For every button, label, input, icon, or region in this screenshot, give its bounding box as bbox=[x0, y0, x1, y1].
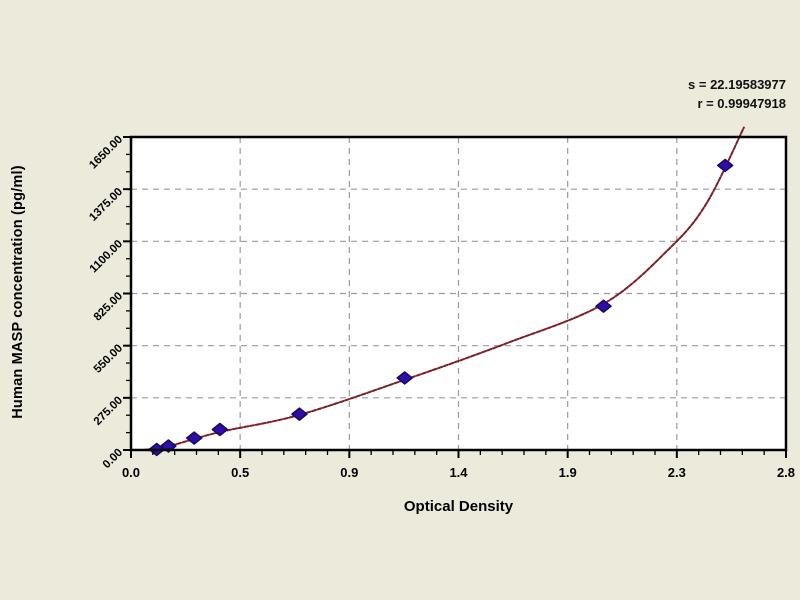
fit-r-value: r = 0.99947918 bbox=[697, 95, 786, 111]
y-tick-label: 275.00 bbox=[92, 394, 125, 427]
x-tick-label: 0.9 bbox=[340, 465, 358, 480]
y-tick-label: 1650.00 bbox=[87, 134, 125, 172]
fit-curve bbox=[141, 126, 745, 451]
x-tick-label: 1.4 bbox=[449, 465, 468, 480]
data-point bbox=[595, 299, 612, 313]
fit-statistics: s = 22.19583977 r = 0.99947918 bbox=[688, 76, 786, 113]
plot-frame bbox=[129, 135, 788, 452]
data-point bbox=[716, 158, 734, 173]
x-tick-label: 0.0 bbox=[122, 465, 140, 480]
y-tick-label: 550.00 bbox=[92, 342, 125, 375]
y-tick-label: 1100.00 bbox=[88, 238, 125, 275]
x-tick-label: 1.9 bbox=[559, 465, 577, 480]
x-tick-label: 0.5 bbox=[231, 465, 249, 480]
x-tick-label: 2.8 bbox=[777, 465, 795, 480]
x-tick-label: 2.3 bbox=[668, 465, 686, 480]
data-point bbox=[211, 422, 229, 437]
x-axis-title: Optical Density bbox=[403, 498, 514, 515]
data-point bbox=[396, 371, 413, 385]
fit-s-value: s = 22.19583977 bbox=[688, 77, 786, 92]
data-point bbox=[185, 431, 203, 445]
data-point bbox=[291, 407, 308, 421]
y-tick-label: 1375.00 bbox=[87, 186, 125, 224]
y-tick-label: 825.00 bbox=[92, 290, 125, 323]
